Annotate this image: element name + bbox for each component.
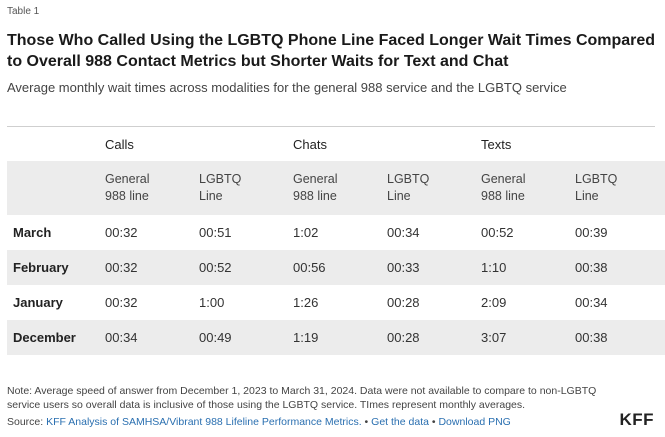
row-month: December xyxy=(13,330,76,345)
row-month: March xyxy=(13,225,52,240)
cell-chats-general: 1:02 xyxy=(293,225,319,240)
row-month: January xyxy=(13,295,63,310)
cell-texts-general: 2:09 xyxy=(481,295,507,310)
group-header-calls: Calls xyxy=(105,136,134,152)
table-note: Note: Average speed of answer from Decem… xyxy=(7,385,597,411)
cell-chats-general: 00:56 xyxy=(293,260,326,275)
subheader-row: General 988 line LGBTQ Line General 988 lin… xyxy=(7,161,665,215)
cell-calls-lgbtq: 00:51 xyxy=(199,225,232,240)
cell-calls-lgbtq: 00:49 xyxy=(199,330,232,345)
table-row: March 00:32 00:51 1:02 00:34 00:52 00:39 xyxy=(7,215,665,250)
source-separator: • xyxy=(361,416,372,428)
cell-calls-general: 00:32 xyxy=(105,225,138,240)
subheader-calls-general: General 988 line xyxy=(105,172,150,203)
source-prefix: Source: xyxy=(7,416,47,428)
cell-texts-lgbtq: 00:38 xyxy=(575,260,608,275)
cell-texts-general: 00:52 xyxy=(481,225,514,240)
subheader-texts-general: General 988 line xyxy=(481,172,526,203)
cell-texts-lgbtq: 00:38 xyxy=(575,330,608,345)
source-separator: • xyxy=(428,416,439,428)
cell-chats-general: 1:26 xyxy=(293,295,319,310)
subheader-chats-lgbtq: LGBTQ Line xyxy=(387,172,430,203)
row-month: February xyxy=(13,260,69,275)
subheader-calls-lgbtq: LGBTQ Line xyxy=(199,172,242,203)
cell-chats-lgbtq: 00:28 xyxy=(387,330,420,345)
table-subtitle: Average monthly wait times across modali… xyxy=(7,80,567,95)
group-header-texts: Texts xyxy=(481,136,512,152)
group-header-chats: Chats xyxy=(293,136,327,152)
cell-texts-lgbtq: 00:39 xyxy=(575,225,608,240)
wait-times-table: Calls Chats Texts General 988 line LGBTQ L… xyxy=(7,127,665,355)
cell-chats-lgbtq: 00:28 xyxy=(387,295,420,310)
table-title: Those Who Called Using the LGBTQ Phone L… xyxy=(7,32,656,70)
subheader-texts-lgbtq: LGBTQ Line xyxy=(575,172,618,203)
download-png-link[interactable]: Download PNG xyxy=(438,416,511,428)
cell-calls-lgbtq: 1:00 xyxy=(199,295,225,310)
cell-texts-general: 3:07 xyxy=(481,330,507,345)
table-row: January 00:32 1:00 1:26 00:28 2:09 00:34 xyxy=(7,285,665,320)
cell-calls-general: 00:34 xyxy=(105,330,138,345)
cell-texts-general: 1:10 xyxy=(481,260,507,275)
cell-texts-lgbtq: 00:34 xyxy=(575,295,608,310)
table-row: February 00:32 00:52 00:56 00:33 1:10 00… xyxy=(7,250,665,285)
get-data-link[interactable]: Get the data xyxy=(371,416,429,428)
source-link[interactable]: KFF Analysis of SAMHSA/Vibrant 988 Lifel… xyxy=(46,416,362,428)
kff-logo: KFF xyxy=(619,410,654,429)
group-header-blank xyxy=(7,127,105,161)
cell-chats-general: 1:19 xyxy=(293,330,319,345)
table-row: December 00:34 00:49 1:19 00:28 3:07 00:… xyxy=(7,320,665,355)
cell-calls-general: 00:32 xyxy=(105,295,138,310)
table-label: Table 1 xyxy=(7,6,40,17)
cell-calls-general: 00:32 xyxy=(105,260,138,275)
cell-calls-lgbtq: 00:52 xyxy=(199,260,232,275)
subheader-chats-general: General 988 line xyxy=(293,172,338,203)
source-line: Source: KFF Analysis of SAMHSA/Vibrant 9… xyxy=(7,416,511,428)
cell-chats-lgbtq: 00:34 xyxy=(387,225,420,240)
group-header-row: Calls Chats Texts xyxy=(7,127,665,161)
subheader-blank xyxy=(7,161,105,215)
cell-chats-lgbtq: 00:33 xyxy=(387,260,420,275)
top-divider xyxy=(7,126,655,127)
